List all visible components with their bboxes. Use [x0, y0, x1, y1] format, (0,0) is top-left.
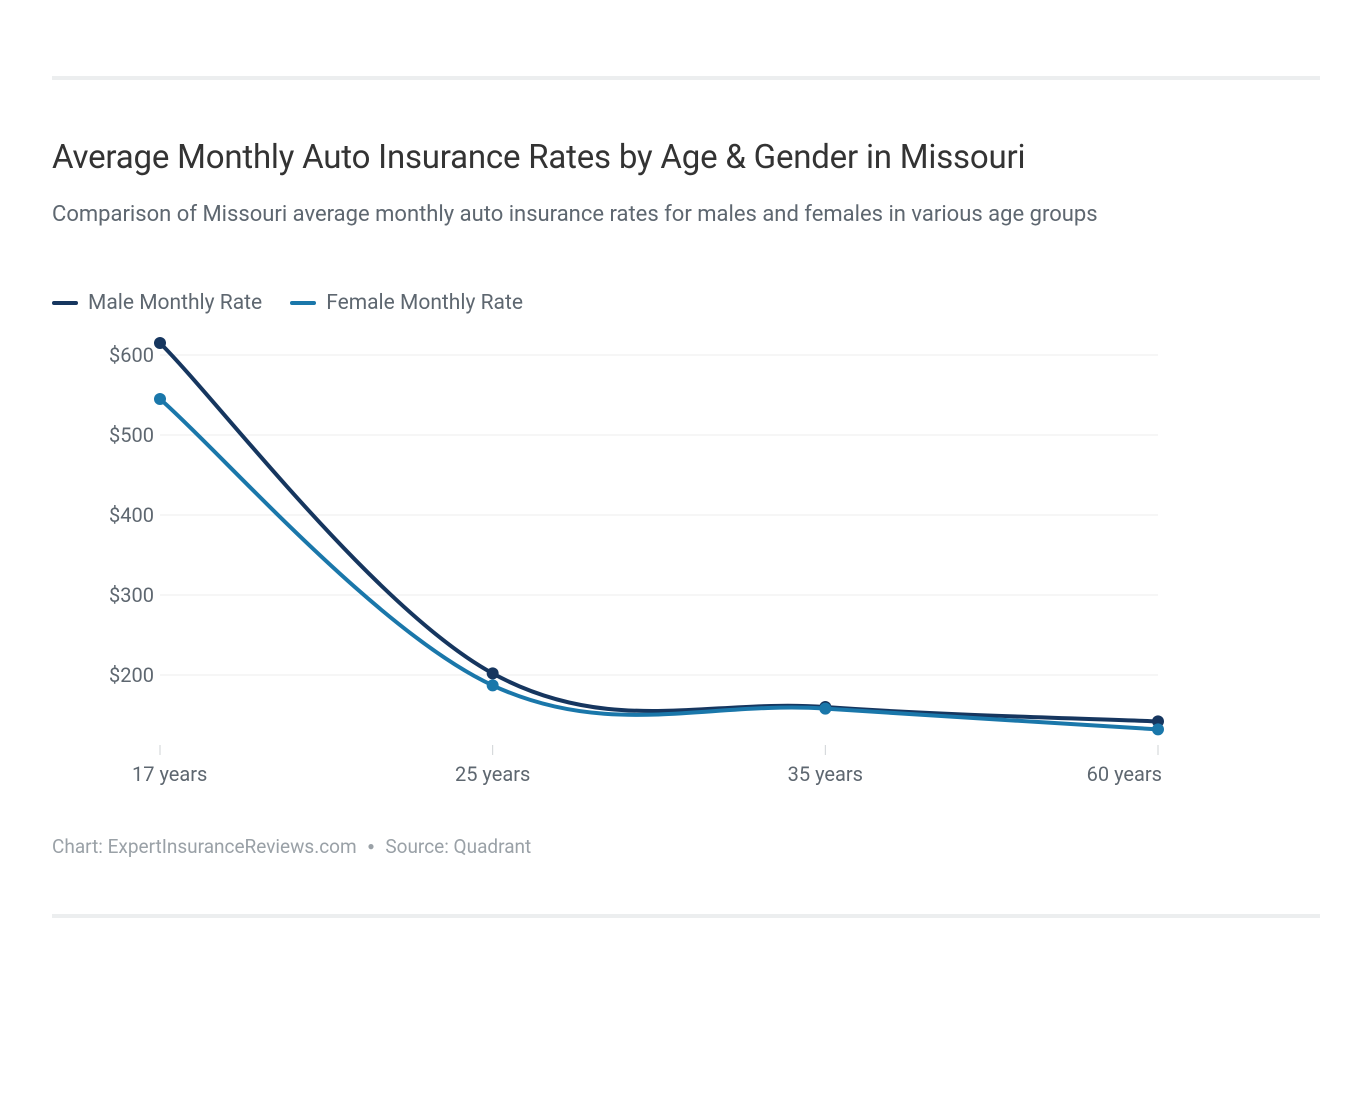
svg-text:25 years: 25 years	[455, 762, 530, 786]
legend-swatch-male	[52, 301, 78, 305]
credits-source: Quadrant	[454, 835, 532, 858]
chart-credits: Chart: ExpertInsuranceReviews.com ● Sour…	[52, 835, 1320, 858]
chart-area: $200 $300 $400 $500 $600 17 years 25 years 35 y…	[52, 331, 1320, 811]
svg-text:60 years: 60 years	[1087, 762, 1162, 786]
svg-text:17 years: 17 years	[132, 762, 207, 786]
chart-page: Average Monthly Auto Insurance Rates by …	[0, 76, 1372, 918]
legend-swatch-female	[290, 301, 316, 305]
svg-text:$600: $600	[109, 343, 154, 367]
chart-legend: Male Monthly Rate Female Monthly Rate	[52, 291, 1320, 315]
credits-chart-by: ExpertInsuranceReviews.com	[108, 835, 357, 858]
svg-text:35 years: 35 years	[788, 762, 863, 786]
divider-bottom	[52, 914, 1320, 918]
credits-source-label: Source:	[385, 835, 453, 858]
divider-top	[52, 76, 1320, 80]
legend-item-male: Male Monthly Rate	[52, 291, 262, 315]
legend-label-female: Female Monthly Rate	[326, 291, 523, 315]
svg-text:$300: $300	[109, 583, 154, 607]
chart-subtitle: Comparison of Missouri average monthly a…	[52, 199, 1320, 231]
chart-title: Average Monthly Auto Insurance Rates by …	[52, 138, 1320, 177]
credits-separator-icon: ●	[367, 839, 374, 853]
svg-text:$400: $400	[109, 503, 154, 527]
legend-label-male: Male Monthly Rate	[88, 291, 262, 315]
svg-text:$200: $200	[109, 663, 154, 687]
svg-text:$500: $500	[109, 423, 154, 447]
credits-chart-label: Chart:	[52, 835, 108, 858]
legend-item-female: Female Monthly Rate	[290, 291, 523, 315]
line-chart: $200 $300 $400 $500 $600 17 years 25 years 35 y…	[52, 331, 1162, 811]
